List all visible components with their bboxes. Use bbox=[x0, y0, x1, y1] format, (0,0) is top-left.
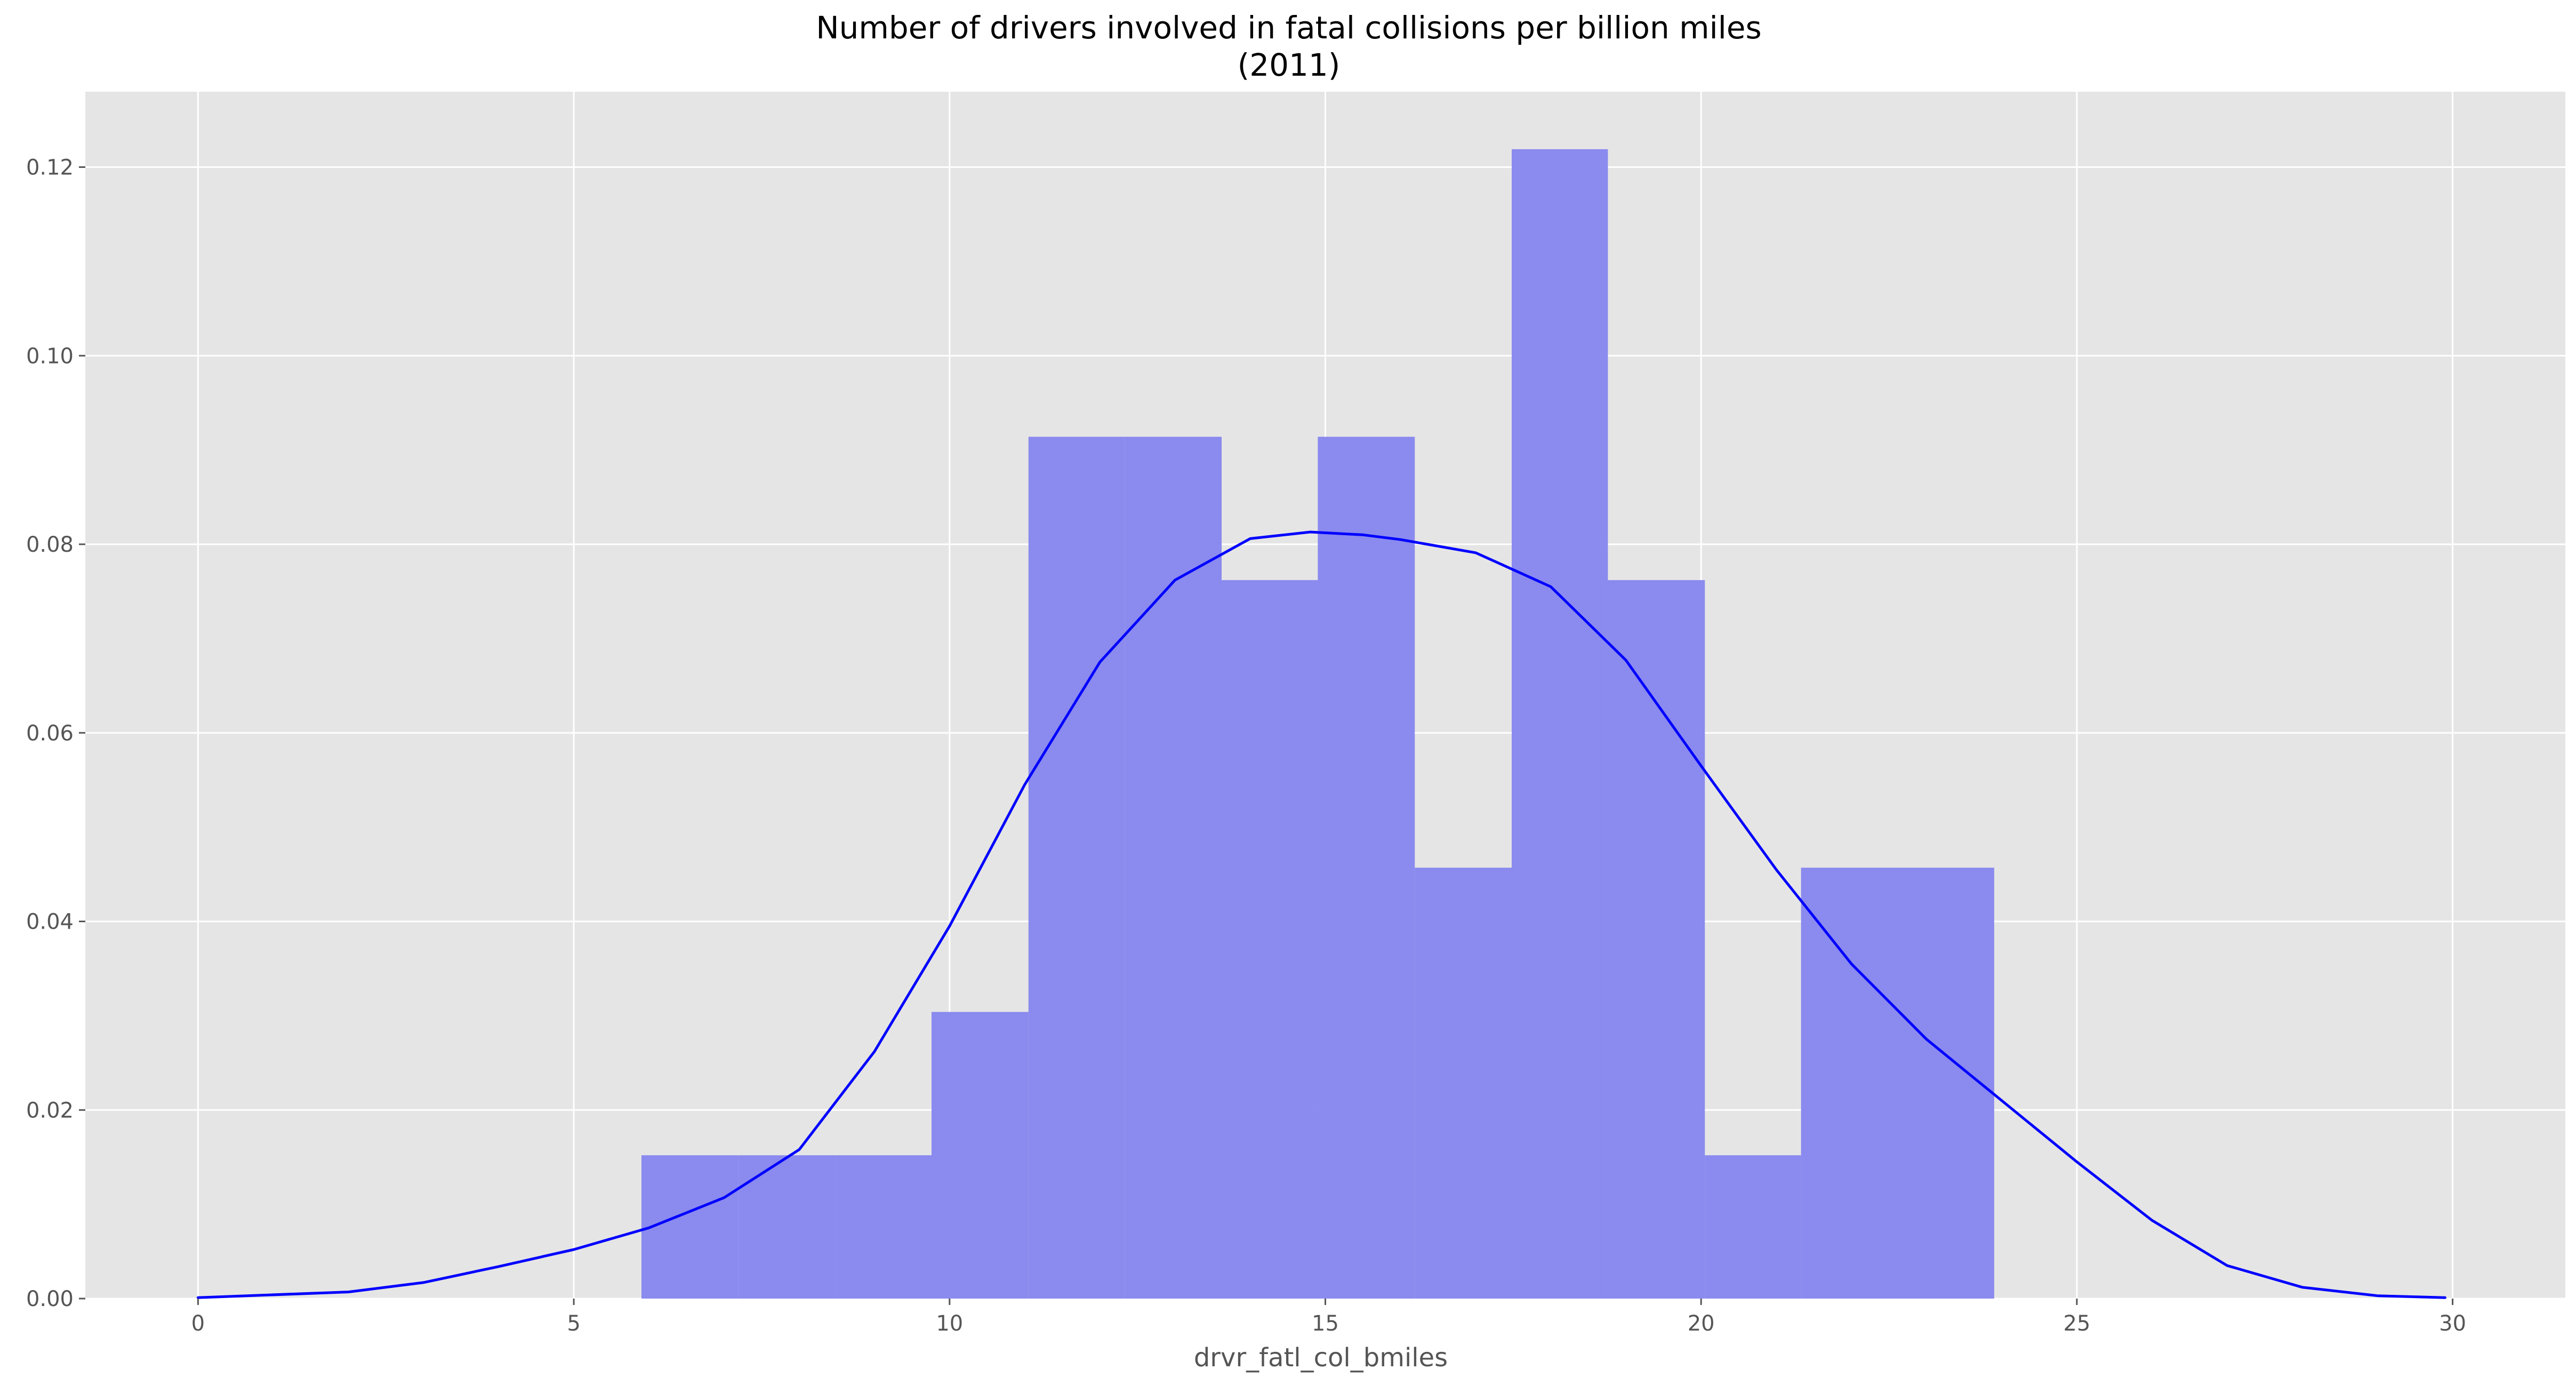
x-tick-label-0: 0 bbox=[191, 1311, 205, 1336]
histogram-bar-12 bbox=[1801, 867, 1898, 1299]
x-tick-label-6: 30 bbox=[2439, 1311, 2466, 1336]
histogram-bar-3 bbox=[931, 1012, 1029, 1299]
histogram-bar-13 bbox=[1898, 867, 1994, 1299]
chart-subtitle: (2011) bbox=[1238, 47, 1341, 83]
chart-title: Number of drivers involved in fatal coll… bbox=[816, 10, 1762, 46]
x-tick-label-5: 25 bbox=[2063, 1311, 2090, 1336]
histogram-bar-8 bbox=[1415, 867, 1512, 1299]
x-axis-label: drvr_fatl_col_bmiles bbox=[1194, 1343, 1448, 1373]
kde-line bbox=[196, 530, 2446, 1299]
x-tick-label-3: 15 bbox=[1312, 1311, 1339, 1336]
histogram-bars bbox=[641, 149, 1994, 1299]
y-tick-label-1: 0.02 bbox=[26, 1098, 74, 1123]
y-axis-ticks: 0.00 0.02 0.04 0.06 0.08 0.10 0.12 bbox=[26, 156, 85, 1311]
histogram-bar-7 bbox=[1318, 437, 1415, 1299]
x-tick-label-4: 20 bbox=[1688, 1311, 1715, 1336]
y-tick-label-2: 0.04 bbox=[26, 910, 74, 934]
histogram-bar-4 bbox=[1028, 437, 1125, 1299]
y-tick-label-4: 0.08 bbox=[26, 533, 74, 557]
histogram-bar-10 bbox=[1608, 580, 1705, 1299]
histogram-bar-1 bbox=[738, 1155, 836, 1299]
x-tick-label-1: 5 bbox=[567, 1311, 580, 1336]
kde-layer bbox=[196, 530, 2446, 1299]
histogram-bar-0 bbox=[641, 1155, 739, 1299]
y-tick-label-0: 0.00 bbox=[26, 1287, 74, 1311]
x-tick-label-2: 10 bbox=[936, 1311, 963, 1336]
histogram-bar-9 bbox=[1512, 149, 1608, 1299]
histogram-bar-2 bbox=[835, 1155, 932, 1299]
y-tick-label-3: 0.06 bbox=[26, 721, 74, 746]
histogram-bar-5 bbox=[1125, 437, 1222, 1299]
y-tick-label-6: 0.12 bbox=[26, 156, 74, 180]
y-tick-label-5: 0.10 bbox=[26, 344, 74, 368]
histogram-bar-6 bbox=[1222, 580, 1318, 1299]
x-axis-ticks: 0 5 10 15 20 25 30 bbox=[191, 1299, 2466, 1336]
histogram-bar-11 bbox=[1705, 1155, 1801, 1299]
